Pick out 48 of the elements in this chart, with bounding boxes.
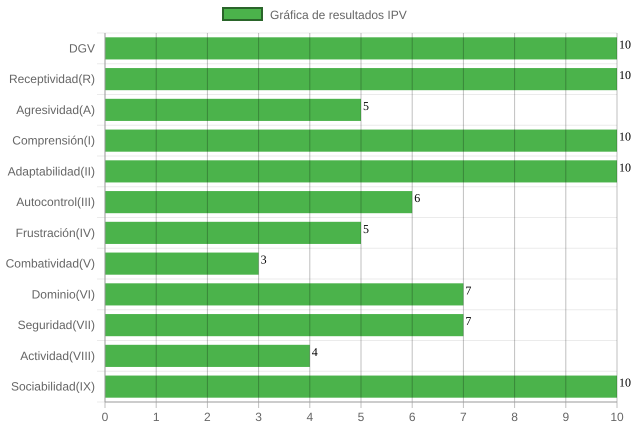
y-tick-label: Comprensión(I) — [12, 134, 95, 148]
data-label: 3 — [260, 252, 267, 267]
x-tick-label: 10 — [610, 410, 624, 424]
bar — [105, 344, 310, 367]
data-label: 10 — [619, 130, 631, 144]
x-tick-label: 2 — [204, 410, 212, 424]
series-label: Gráfica de resultados IPV — [270, 8, 407, 22]
y-tick-label: Autocontrol(III) — [16, 195, 95, 210]
x-tick-label: 7 — [460, 410, 468, 424]
data-label: 4 — [312, 344, 318, 359]
x-tick-label: 5 — [358, 410, 365, 424]
x-tick-label: 3 — [255, 410, 262, 424]
x-tick-label: 8 — [511, 410, 518, 424]
bar — [105, 376, 617, 398]
x-tick-label: 0 — [102, 410, 109, 424]
y-tick-label: Seguridad(VII) — [18, 318, 95, 332]
bar — [105, 130, 617, 152]
data-label: 7 — [465, 283, 472, 298]
y-tick-label: Dominio(VI) — [32, 287, 95, 302]
y-tick-label: Combatividad(V) — [6, 256, 95, 271]
x-tick-label: 6 — [408, 410, 416, 424]
data-label: 10 — [619, 37, 631, 52]
data-label: 6 — [414, 191, 420, 206]
bar — [105, 98, 361, 121]
y-tick-label: Sociabilidad(IX) — [10, 380, 95, 394]
data-label: 7 — [465, 314, 472, 328]
y-tick-label: DGV — [68, 41, 95, 56]
y-tick-label: Frustración(IV) — [16, 226, 95, 240]
y-tick-label: Actividad(VIII) — [20, 348, 95, 363]
y-tick-label: Adaptabilidad(II) — [8, 164, 95, 178]
bar — [105, 191, 412, 214]
y-tick-label: Agresividad(A) — [16, 102, 95, 117]
bar — [105, 68, 617, 90]
bar — [105, 222, 361, 244]
data-label: 10 — [619, 376, 631, 390]
bar — [105, 37, 617, 60]
x-tick-label: 1 — [152, 410, 160, 424]
x-tick-label: 9 — [562, 410, 570, 424]
y-tick-label: Receptividad(R) — [8, 72, 95, 86]
data-label: 10 — [619, 68, 631, 82]
bar — [105, 283, 464, 306]
bar — [105, 314, 464, 336]
data-label: 10 — [619, 160, 631, 174]
x-tick-label: 4 — [306, 410, 314, 424]
data-label: 5 — [363, 222, 369, 236]
bar — [105, 252, 259, 275]
data-label: 5 — [363, 98, 369, 113]
bar — [105, 160, 617, 182]
